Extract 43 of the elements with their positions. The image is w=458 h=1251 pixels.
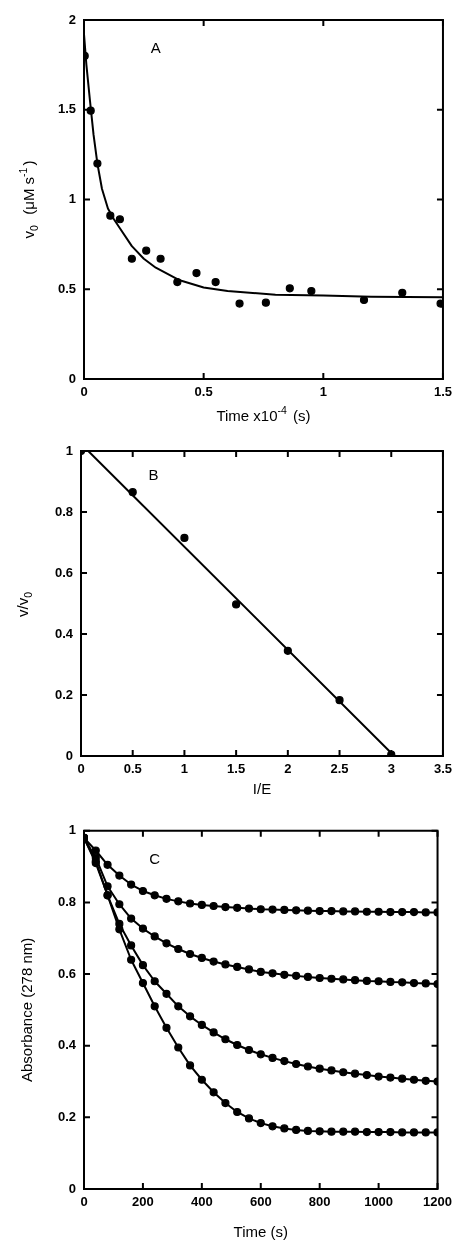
annotation: C [149,849,161,867]
x-tick-label: 600 [249,1194,272,1210]
x-tick-label: 800 [308,1194,331,1210]
x-tick-label: 1.5 [227,761,246,777]
y-tick-label: 1 [65,442,73,458]
x-tick-label: 1200 [423,1194,452,1210]
x-tick-label: 1 [180,761,189,777]
annotation: B [148,465,159,483]
x-tick-label: 2 [284,761,292,777]
x-axis-title: I/E [252,780,272,798]
y-tick-label: 1 [68,822,76,838]
x-tick-label: 3.5 [433,761,452,777]
y-tick-label: 0.2 [57,1108,76,1124]
x-tick-label: 0.5 [123,761,142,777]
x-tick-label: 200 [132,1194,154,1210]
x-tick-label: 0 [80,1194,88,1210]
x-tick-label: 1000 [364,1194,394,1210]
y-tick-label: 0.6 [57,965,76,981]
x-tick-label: 2.5 [330,761,349,777]
y-tick-label: 0.4 [57,1037,77,1053]
y-tick-label: 0 [65,747,73,763]
y-tick-label: 0.5 [57,280,76,296]
y-tick-label: 0.2 [54,686,73,702]
y-axis-title: v0 (μM s-1) [16,160,41,239]
x-tick-label: 0 [80,384,88,400]
x-tick-label: 400 [191,1194,213,1210]
y-tick-label: 1.5 [57,101,76,117]
y-tick-label: 0.6 [54,564,73,580]
annotation: A [150,38,161,56]
x-tick-label: 0.5 [194,384,213,400]
y-tick-label: 0.4 [54,625,74,641]
y-tick-label: 0.8 [57,894,76,910]
x-tick-label: 1.5 [433,384,452,400]
y-tick-label: 0 [68,1180,76,1196]
y-tick-label: 0.8 [54,503,73,519]
y-axis-title: v/v0 [14,591,35,617]
x-tick-label: 3 [387,761,395,777]
y-axis-title: Absorbance (278 nm) [18,937,36,1083]
y-tick-label: 1 [68,191,76,207]
y-tick-label: 2 [68,11,76,27]
y-tick-label: 0 [68,370,76,386]
x-tick-label: 1 [319,384,327,400]
x-axis-title: Time (s) [233,1223,288,1241]
